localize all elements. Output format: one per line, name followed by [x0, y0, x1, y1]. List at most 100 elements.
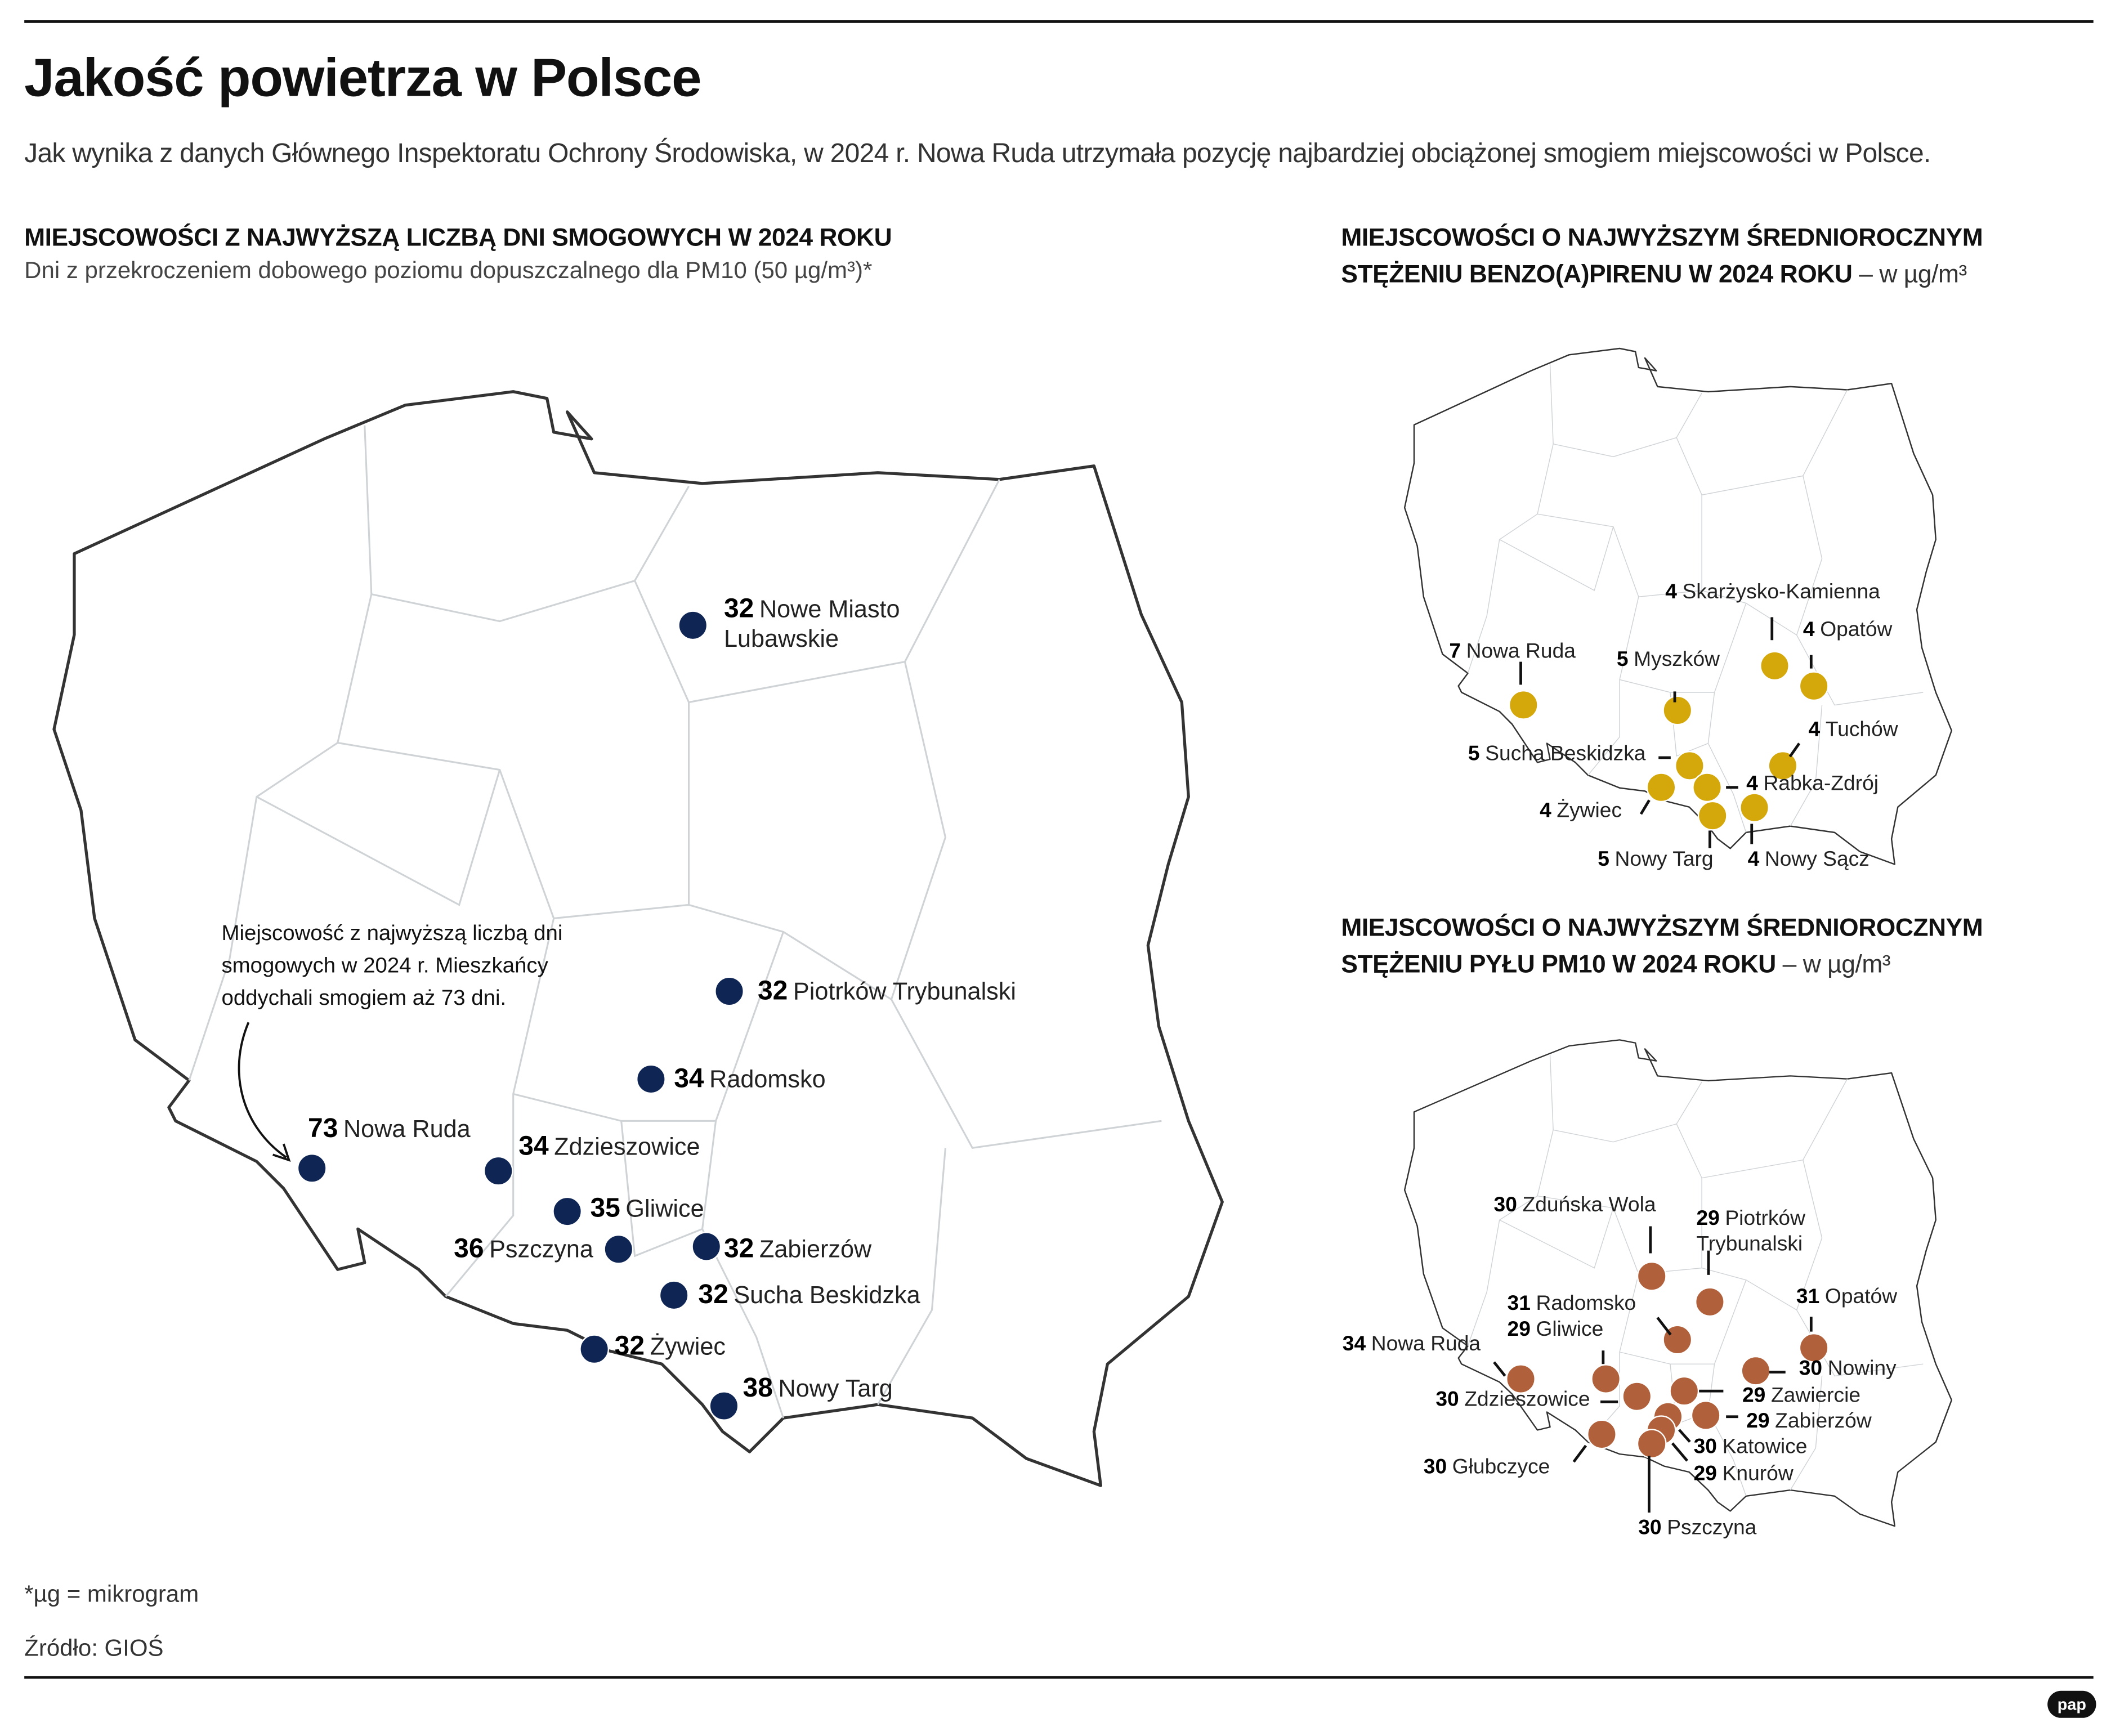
benzo-label-nowy-targ: 5 Nowy Targ [1598, 848, 1713, 874]
pm10-label-zdunska-wola: 30 Zduńska Wola [1494, 1194, 1656, 1219]
value: 30 [1638, 1516, 1662, 1540]
benzo-title: MIEJSCOWOŚCI O NAJWYŻSZYM ŚREDNIOROCZNYM… [1341, 219, 2070, 292]
value: 4 [1747, 848, 1760, 871]
place-name: Nowiny [1827, 1357, 1897, 1380]
value: 32 [723, 594, 754, 625]
pm10-label-radomsko: 31 Radomsko [1508, 1292, 1636, 1318]
place-name: Zabierzów [1775, 1410, 1872, 1433]
place-name: Knurów [1722, 1462, 1794, 1486]
place-name: Żywiec [1557, 799, 1622, 822]
pm10-label-pszczyna: 30 Pszczyna [1638, 1516, 1756, 1542]
benzo-marker-nowy-targ [1697, 800, 1728, 831]
smog-days-marker-piotrkow-trybunalski [714, 976, 744, 1006]
pm10-leader-line [1649, 1226, 1652, 1254]
benzo-label-tuchow: 4 Tuchów [1809, 718, 1898, 744]
benzo-leader-line [1771, 617, 1774, 641]
pm10-marker-nowa-ruda [1506, 1364, 1536, 1394]
page-title: Jakość powietrza w Polsce [24, 48, 701, 108]
place-name: Głubczyce [1452, 1456, 1550, 1479]
smog-days-title: MIEJSCOWOŚCI Z NAJWYŻSZĄ LICZBĄ DNI SMOG… [24, 222, 892, 252]
smog-days-label-sucha-beskidzka: 32 Sucha Beskidzka [698, 1279, 920, 1312]
value: 5 [1468, 742, 1480, 766]
benzo-marker-zywiec [1646, 772, 1676, 803]
value: 30 [1423, 1456, 1447, 1479]
benzo-marker-tuchow [1768, 750, 1798, 781]
value: 32 [757, 977, 788, 1007]
place-name: Radomsko [1536, 1292, 1636, 1316]
smog-days-marker-nowa-ruda [297, 1153, 327, 1183]
smog-days-label-piotrkow-trybunalski: 32 Piotrków Trybunalski [758, 976, 1016, 1008]
place-name: Zabierzów [759, 1236, 872, 1263]
smog-days-marker-gliwice [552, 1196, 583, 1227]
place-name: Nowa Ruda [1371, 1332, 1481, 1356]
pm10-title-text: MIEJSCOWOŚCI O NAJWYŻSZYM ŚREDNIOROCZNYM… [1341, 912, 1983, 978]
smog-days-marker-zywiec [579, 1334, 610, 1364]
benzo-marker-opatow [1799, 671, 1829, 701]
place-name: Zdzieszowice [1464, 1388, 1590, 1411]
smog-days-label-nowa-ruda: 73 Nowa Ruda [308, 1113, 471, 1146]
callout-arrow-icon [238, 1022, 291, 1162]
smog-days-subtitle: Dni z przekroczeniem dobowego poziomu do… [24, 256, 873, 284]
pm10-leader-line [1600, 1400, 1618, 1403]
value: 32 [698, 1281, 728, 1310]
pm10-label-nowa-ruda: 34 Nowa Ruda [1343, 1333, 1481, 1358]
benzo-label-nowy-sacz: 4 Nowy Sącz [1748, 848, 1870, 874]
smog-days-marker-pszczyna [603, 1234, 634, 1264]
pm10-leader-line [1699, 1389, 1724, 1392]
smog-days-label-zabierzow: 32 Zabierzów [724, 1233, 871, 1266]
benzo-marker-nowy-sacz [1739, 793, 1769, 823]
value: 31 [1507, 1292, 1531, 1316]
place-name: Opatów [1820, 618, 1893, 642]
smog-days-marker-zdzieszowice [483, 1156, 513, 1186]
value: 31 [1796, 1285, 1820, 1309]
smog-days-label-pszczyna: 36 Pszczyna [454, 1233, 593, 1266]
place-name: Sucha Beskidzka [734, 1282, 920, 1309]
place-name: Tuchów [1825, 718, 1898, 741]
place-name: Rabka-Zdrój [1763, 772, 1879, 795]
place-name: Opatów [1824, 1285, 1898, 1309]
callout-text: Miejscowość z najwyższą liczbą dni smogo… [221, 922, 563, 1010]
smog-days-marker-nowy-targ [709, 1391, 739, 1421]
top-rule [24, 20, 2094, 23]
value: 30 [1435, 1388, 1459, 1411]
place-name: Nowa Ruda [1466, 640, 1576, 663]
pm10-label-katowice: 30 Katowice [1694, 1435, 1808, 1461]
place-name: Piotrków Trybunalski [1696, 1207, 1805, 1256]
value: 29 [1696, 1207, 1720, 1231]
pm10-marker-zabierzow [1690, 1400, 1721, 1430]
value: 32 [723, 1234, 754, 1265]
value: 34 [1342, 1332, 1366, 1356]
benzo-marker-rabka-zdroj [1692, 772, 1722, 803]
benzo-label-skarzysko-kamienna: 4 Skarżysko-Kamienna [1665, 580, 1880, 606]
benzo-label-sucha-beskidzka: 5 Sucha Beskidzka [1468, 742, 1646, 768]
smog-days-label-radomsko: 34 Radomsko [674, 1063, 825, 1096]
place-name: Nowy Targ [1614, 848, 1714, 871]
place-name: Żywiec [650, 1333, 726, 1361]
pm10-unit: – w µg/m³ [1782, 949, 1891, 978]
value: 5 [1616, 648, 1629, 672]
benzo-title-text: MIEJSCOWOŚCI O NAJWYŻSZYM ŚREDNIOROCZNYM… [1341, 222, 1983, 288]
pm10-title: MIEJSCOWOŚCI O NAJWYŻSZYM ŚREDNIOROCZNYM… [1341, 909, 2070, 982]
pm10-leader-line [1726, 1415, 1738, 1418]
place-name: Sucha Beskidzka [1485, 742, 1646, 766]
pm10-leader-line [1648, 1456, 1651, 1513]
source: Źródło: GIOŚ [24, 1634, 164, 1662]
pm10-marker-nowiny [1741, 1355, 1771, 1386]
value: 4 [1665, 580, 1677, 604]
value: 73 [308, 1115, 338, 1144]
smog-days-label-zywiec: 32 Żywiec [615, 1331, 726, 1363]
pm10-label-piotrkow-trybunalski: 29 Piotrków Trybunalski [1696, 1207, 1845, 1258]
place-name: Nowy Sącz [1764, 848, 1870, 871]
pm10-leader-line [1769, 1371, 1786, 1373]
benzo-leader-line [1709, 830, 1711, 848]
value: 4 [1808, 718, 1821, 741]
place-name: Nowe Miasto Lubawskie [723, 596, 900, 653]
benzo-label-opatow: 4 Opatów [1803, 619, 1892, 644]
benzo-leader-line [1726, 786, 1738, 789]
poland-map-pm10 [1403, 1039, 1953, 1527]
benzo-marker-myszkow [1662, 695, 1693, 726]
benzo-label-rabka-zdroj: 4 Rabka-Zdrój [1746, 772, 1879, 798]
pm10-marker-zawiercie [1669, 1376, 1699, 1406]
pm10-marker-pszczyna [1636, 1429, 1667, 1459]
